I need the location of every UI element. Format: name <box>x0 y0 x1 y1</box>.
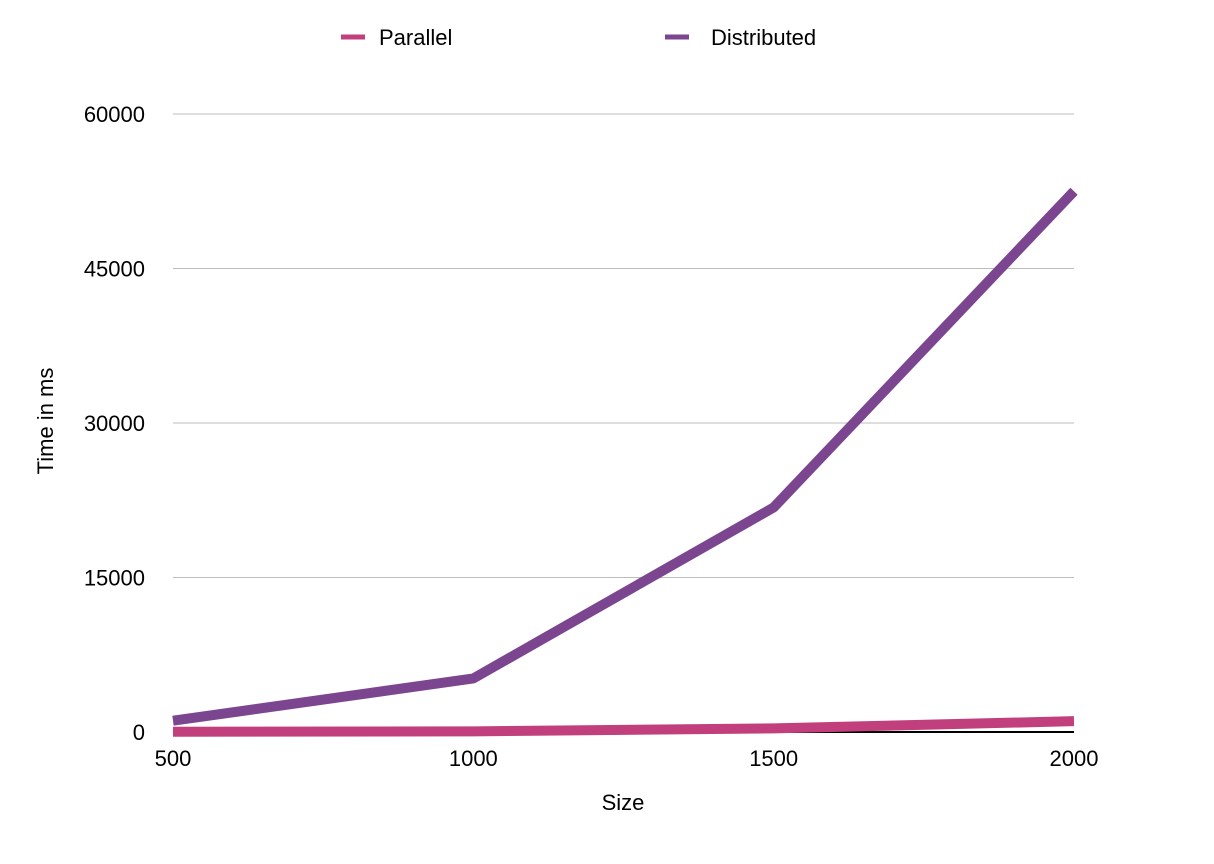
legend-label-distributed: Distributed <box>711 25 816 50</box>
x-axis-tick-labels: 500 1000 1500 2000 <box>155 746 1099 771</box>
y-tick-label: 0 <box>133 720 145 745</box>
legend: Parallel Distributed <box>341 25 816 50</box>
y-tick-label: 60000 <box>84 102 145 127</box>
x-tick-label: 500 <box>155 746 192 771</box>
series-line-distributed <box>172 187 1078 726</box>
series-lines <box>172 187 1078 737</box>
gridlines <box>173 113 1074 578</box>
y-axis-tick-labels: 0 15000 30000 45000 60000 <box>84 102 145 745</box>
x-axis-title: Size <box>602 790 645 815</box>
series-line-parallel <box>172 716 1075 737</box>
y-tick-label: 30000 <box>84 411 145 436</box>
x-tick-label: 2000 <box>1050 746 1099 771</box>
legend-label-parallel: Parallel <box>379 25 452 50</box>
y-tick-label: 45000 <box>84 257 145 282</box>
y-tick-label: 15000 <box>84 566 145 591</box>
x-tick-label: 1500 <box>749 746 798 771</box>
x-tick-label: 1000 <box>449 746 498 771</box>
y-axis-title: Time in ms <box>33 368 58 475</box>
